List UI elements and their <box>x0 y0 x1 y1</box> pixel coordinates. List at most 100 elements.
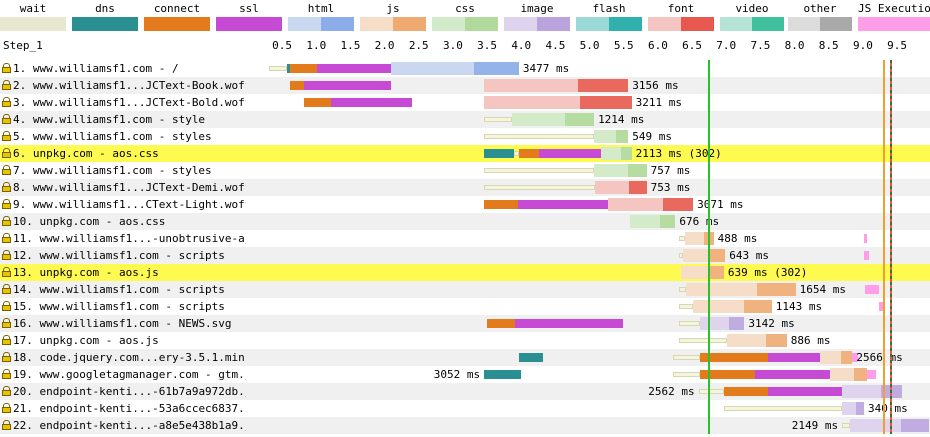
lock-icon <box>2 318 11 328</box>
request-bar <box>829 368 868 381</box>
request-label[interactable]: 22. endpoint-kenti...-a8e5e438b1a9.jpg <box>2 419 246 432</box>
request-label[interactable]: 7. www.williamsf1.com - styles <box>2 164 246 177</box>
ssl-bar <box>539 149 601 158</box>
request-row[interactable]: 2. www.williamsf1...JCText-Book.woff2 315… <box>0 77 930 94</box>
request-number: 21. <box>13 402 33 415</box>
request-row[interactable]: 19. www.googletagmanager.com - gtm.js 305… <box>0 366 930 383</box>
lock-icon <box>2 301 11 311</box>
wait-bar <box>484 134 595 139</box>
request-row[interactable]: 11. www.williamsf1...-unobtrusive-ajax 48… <box>0 230 930 247</box>
axis-tick-label: 9.5 <box>887 39 907 52</box>
request-row[interactable]: 22. endpoint-kenti...-a8e5e438b1a9.jpg 21… <box>0 417 930 434</box>
request-row[interactable]: 7. www.williamsf1.com - styles 757 ms <box>0 162 930 179</box>
legend-label: html <box>307 2 335 15</box>
request-url: unpkg.com - aos.css <box>32 215 166 228</box>
download-bar <box>765 334 787 347</box>
lock-icon <box>2 131 11 141</box>
connect-bar <box>699 353 769 362</box>
request-bar <box>391 62 519 75</box>
request-label[interactable]: 19. www.googletagmanager.com - gtm.js <box>2 368 246 381</box>
request-row[interactable]: 6. unpkg.com - aos.css 2113 ms (302) <box>0 145 930 162</box>
request-label[interactable]: 16. www.williamsf1.com - NEWS.svg <box>2 317 246 330</box>
request-label[interactable]: 1. www.williamsf1.com - / <box>2 62 246 75</box>
wait-bar <box>679 253 683 258</box>
wait-bar <box>698 389 724 394</box>
request-number: 17. <box>13 334 33 347</box>
request-label[interactable]: 11. www.williamsf1...-unobtrusive-ajax <box>2 232 246 245</box>
download-bar <box>565 113 595 126</box>
request-label[interactable]: 2. www.williamsf1...JCText-Book.woff2 <box>2 79 246 92</box>
request-row[interactable]: 10. unpkg.com - aos.css 676 ms <box>0 213 930 230</box>
axis-tick-label: 6.5 <box>682 39 703 52</box>
wait-bar <box>672 372 700 377</box>
legend-item-image: image <box>504 0 570 36</box>
request-label[interactable]: 9. www.williamsf1...CText-Light.woff2 <box>2 198 246 211</box>
lock-icon <box>2 420 11 430</box>
request-duration: 549 ms <box>632 130 672 143</box>
legend-swatch <box>576 17 642 31</box>
request-label[interactable]: 13. unpkg.com - aos.js <box>2 266 246 279</box>
legend-swatch <box>0 17 66 31</box>
download-bar <box>901 419 929 432</box>
request-row[interactable]: 4. www.williamsf1.com - style 1214 ms <box>0 111 930 128</box>
download-bar <box>616 130 629 143</box>
lock-icon <box>2 386 11 396</box>
request-row[interactable]: 20. endpoint-kenti...-61b7a9a972db.jpg 25… <box>0 383 930 400</box>
request-row[interactable]: 8. www.williamsf1...JCText-Demi.woff2 753… <box>0 179 930 196</box>
legend-swatch <box>648 17 714 31</box>
legend-item-wait: wait <box>0 0 66 36</box>
request-number: 5. <box>13 130 27 143</box>
request-url: www.williamsf1.com - style <box>26 113 206 126</box>
lock-icon <box>2 199 11 209</box>
request-row[interactable]: 17. unpkg.com - aos.js 886 ms <box>0 332 930 349</box>
lock-icon <box>2 250 11 260</box>
dns-bar <box>484 370 521 379</box>
request-url: www.williamsf1...JCText-Bold.woff2 <box>26 96 246 109</box>
request-duration: 3071 ms <box>697 198 744 211</box>
request-duration: 3211 ms <box>635 96 682 109</box>
request-label[interactable]: 6. unpkg.com - aos.css <box>2 147 246 160</box>
legend-swatch <box>72 17 138 31</box>
request-row[interactable]: 14. www.williamsf1.com - scripts 1654 ms <box>0 281 930 298</box>
request-label[interactable]: 12. www.williamsf1.com - scripts <box>2 249 246 262</box>
request-row[interactable]: 5. www.williamsf1.com - styles 549 ms <box>0 128 930 145</box>
request-duration: 639 ms (302) <box>727 266 808 279</box>
request-label[interactable]: 8. www.williamsf1...JCText-Demi.woff2 <box>2 181 246 194</box>
request-bar <box>600 147 632 160</box>
request-label[interactable]: 17. unpkg.com - aos.js <box>2 334 246 347</box>
wait-bar <box>679 321 700 326</box>
request-row[interactable]: 13. unpkg.com - aos.js 639 ms (302) <box>0 264 930 281</box>
request-url: www.williamsf1...JCText-Book.woff2 <box>26 79 246 92</box>
request-label[interactable]: 18. code.jquery.com...ery-3.5.1.min.js <box>2 351 246 364</box>
request-row[interactable]: 18. code.jquery.com...ery-3.5.1.min.js 25… <box>0 349 930 366</box>
request-label[interactable]: 5. www.williamsf1.com - styles <box>2 130 246 143</box>
request-row[interactable]: 3. www.williamsf1...JCText-Bold.woff2 321… <box>0 94 930 111</box>
request-label[interactable]: 10. unpkg.com - aos.css <box>2 215 246 228</box>
request-url: unpkg.com - aos.js <box>32 266 159 279</box>
ssl-bar <box>768 353 820 362</box>
onload-line <box>889 60 892 434</box>
dns-bar <box>484 149 515 158</box>
request-url: unpkg.com - aos.js <box>32 334 159 347</box>
legend-label: JS Execution <box>858 2 930 15</box>
request-row[interactable]: 15. www.williamsf1.com - scripts 1143 ms <box>0 298 930 315</box>
legend-label: flash <box>592 2 626 15</box>
request-row[interactable]: 16. www.williamsf1.com - NEWS.svg 3142 ms <box>0 315 930 332</box>
request-bar <box>607 198 694 211</box>
wait-bar <box>672 355 700 360</box>
request-label[interactable]: 4. www.williamsf1.com - style <box>2 113 246 126</box>
request-row[interactable]: 1. www.williamsf1.com - / 3477 ms <box>0 60 930 77</box>
lock-icon <box>2 216 11 226</box>
request-row[interactable]: 21. endpoint-kenti...-53a6ccec6837.svg 34… <box>0 400 930 417</box>
request-label[interactable]: 21. endpoint-kenti...-53a6ccec6837.svg <box>2 402 246 415</box>
request-label[interactable]: 20. endpoint-kenti...-61b7a9a972db.jpg <box>2 385 246 398</box>
request-label[interactable]: 15. www.williamsf1.com - scripts <box>2 300 246 313</box>
request-label[interactable]: 3. www.williamsf1...JCText-Bold.woff2 <box>2 96 246 109</box>
js-execution-bar <box>852 353 859 362</box>
lock-icon <box>2 233 11 243</box>
request-row[interactable]: 12. www.williamsf1.com - scripts 643 ms <box>0 247 930 264</box>
request-label[interactable]: 14. www.williamsf1.com - scripts <box>2 283 246 296</box>
request-duration: 886 ms <box>790 334 831 347</box>
request-row[interactable]: 9. www.williamsf1...CText-Light.woff2 307… <box>0 196 930 213</box>
request-bar <box>850 419 929 432</box>
